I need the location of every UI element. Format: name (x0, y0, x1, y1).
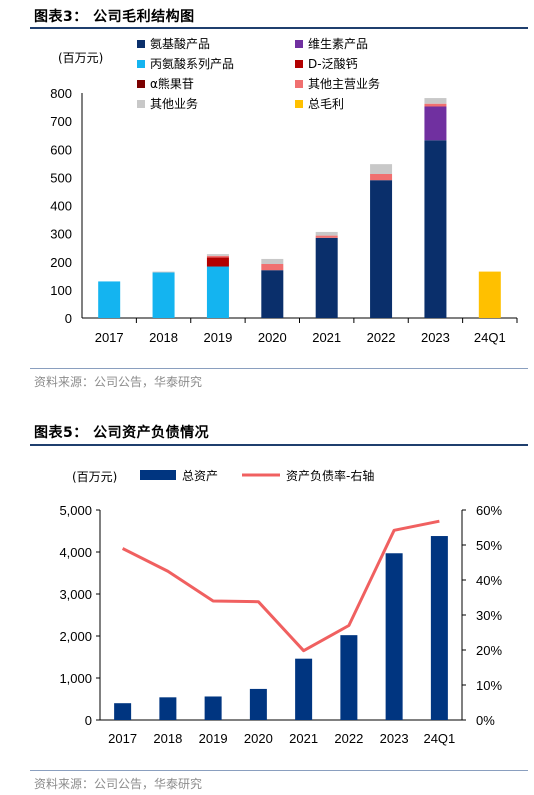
y2-tick-label: 20% (476, 643, 502, 658)
figure5-top-rule (30, 444, 528, 446)
total-assets-bar (430, 536, 448, 720)
x-tick-label: 2020 (244, 731, 273, 746)
bar-segment (424, 106, 447, 141)
total-assets-bar (204, 696, 222, 720)
y2-tick-label: 10% (476, 678, 502, 693)
bar-segment (98, 281, 121, 318)
x-tick-label: 2022 (334, 731, 363, 746)
bar-segment (261, 258, 284, 264)
y-tick-label: 0 (85, 713, 92, 728)
x-tick-label: 24Q1 (423, 731, 455, 746)
x-tick-label: 2023 (421, 330, 450, 345)
legend-label: 其他业务 (150, 96, 198, 111)
y-tick-label: 500 (50, 170, 72, 185)
y-tick-label: 700 (50, 114, 72, 129)
bar-segment (315, 237, 338, 318)
total-assets-bar (340, 635, 358, 720)
x-tick-label: 2017 (95, 330, 124, 345)
x-tick-label: 2021 (312, 330, 341, 345)
bar-segment (206, 266, 229, 318)
legend-swatch (137, 40, 145, 48)
assets-liabilities-chart: (百万元) 总资产 资产负债率-右轴 0 1,000 2,000 3,000 4,000 5,0… (59, 468, 502, 746)
legend-label: 总毛利 (308, 97, 344, 111)
legend-label: 氨基酸产品 (150, 36, 210, 51)
y-tick-label: 1,000 (59, 671, 92, 686)
debt-ratio-line (121, 519, 440, 653)
legend-label: D-泛酸钙 (308, 56, 358, 71)
y-tick-label: 200 (50, 255, 72, 270)
bar-segment (206, 257, 229, 267)
x-tick-label: 2020 (258, 330, 287, 345)
legend-swatch-bar (140, 470, 176, 480)
figure3-title: 图表3： 公司毛利结构图 (34, 9, 195, 25)
y2-tick-label: 30% (476, 608, 502, 623)
y-tick-label: 2,000 (59, 629, 92, 644)
legend-swatch (137, 80, 145, 88)
x-tick-label: 2019 (203, 330, 232, 345)
bar-segment (315, 231, 338, 236)
legend-swatch (295, 80, 303, 88)
bar-segment (424, 140, 447, 318)
y-tick-label: 5,000 (59, 503, 92, 518)
y2-tick-label: 50% (476, 538, 502, 553)
total-assets-bar (249, 688, 267, 720)
legend-label: 维生素产品 (308, 37, 368, 51)
bar-segment (370, 164, 393, 174)
x-tick-label: 2018 (153, 731, 182, 746)
y2-tick-label: 0% (476, 713, 495, 728)
bar-segment (152, 272, 175, 318)
y2-tick-label: 40% (476, 573, 502, 588)
figure5-bottom-rule (30, 770, 528, 771)
bar-segment (424, 98, 447, 104)
bar-segment (315, 235, 338, 238)
legend-label: 其他主营业务 (308, 76, 380, 91)
legend-swatch (295, 60, 303, 68)
y-tick-label: 600 (50, 142, 72, 157)
bar-segment (261, 264, 284, 271)
x-tick-label: 2023 (380, 731, 409, 746)
y-axis-unit: (百万元) (58, 51, 103, 65)
bar-segment (206, 255, 229, 258)
total-assets-bar (295, 658, 313, 720)
bar-segment (206, 254, 229, 256)
x-tick-label: 2019 (199, 731, 228, 746)
legend-label: 丙氨酸系列产品 (150, 56, 234, 71)
total-assets-bar (385, 553, 403, 720)
x-tick-label: 2017 (108, 731, 137, 746)
bar-segment (424, 103, 447, 107)
y-axis-unit: (百万元) (72, 470, 117, 484)
y-tick-label: 0 (65, 311, 72, 326)
gross-profit-stacked-bar-chart: (百万元) 0 100 200 300 400 500 600 700 800 2017 2018 20… (50, 36, 518, 345)
y-tick-label: 100 (50, 283, 72, 298)
bar-segment (370, 174, 393, 181)
y-tick-label: 300 (50, 227, 72, 242)
bar-segment (152, 271, 175, 273)
y-tick-label: 400 (50, 199, 72, 214)
legend-label-line: 资产负债率-右轴 (286, 468, 374, 483)
figure3-top-rule (30, 27, 528, 29)
bar-segment (478, 271, 501, 318)
figure5-source: 资料来源：公司公告，华泰研究 (34, 777, 203, 791)
figure3-source: 资料来源：公司公告，华泰研究 (34, 375, 203, 389)
x-tick-label: 2018 (149, 330, 178, 345)
figure5-title: 图表5： 公司资产负债情况 (34, 425, 210, 441)
y2-tick-label: 60% (476, 503, 502, 518)
legend-swatch (295, 100, 303, 108)
legend-swatch (137, 100, 145, 108)
x-tick-label: 2022 (367, 330, 396, 345)
legend-swatch (295, 40, 303, 48)
y-tick-label: 800 (50, 86, 72, 101)
figure3-bottom-rule (30, 368, 528, 369)
total-assets-bar (114, 703, 132, 720)
bar-segment (261, 270, 284, 318)
y-tick-label: 3,000 (59, 587, 92, 602)
y-tick-label: 4,000 (59, 545, 92, 560)
legend-swatch (137, 60, 145, 68)
legend-label-bar: 总资产 (182, 469, 218, 483)
legend-label: α熊果苷 (150, 76, 194, 91)
x-tick-label: 24Q1 (474, 330, 506, 345)
x-tick-label: 2021 (289, 731, 318, 746)
total-assets-bar (159, 697, 177, 720)
bar-segment (370, 180, 393, 318)
